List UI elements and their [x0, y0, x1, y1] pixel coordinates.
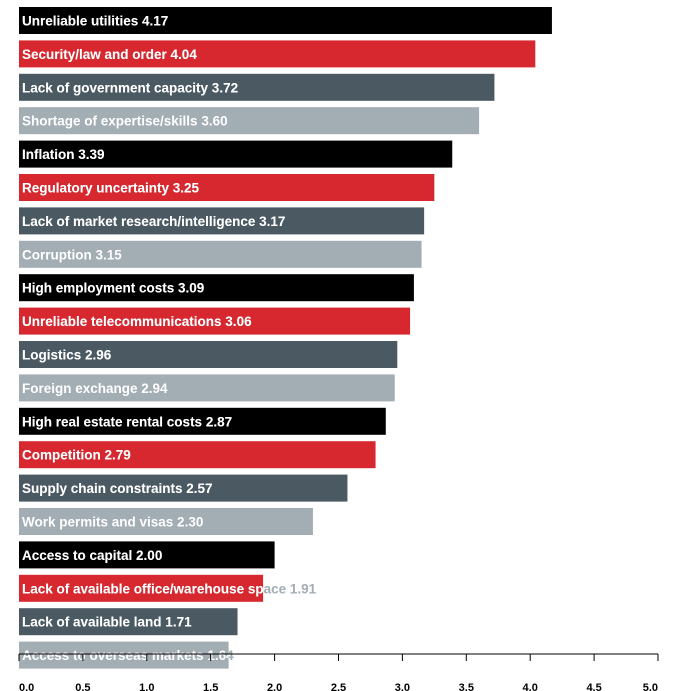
- bar-19: [19, 608, 238, 636]
- bar-11: [19, 341, 398, 368]
- bar-label-10: Unreliable telecommunications 3.06Unreli…: [22, 314, 252, 329]
- bar-label-text: Foreign exchange 2.94: [22, 381, 168, 396]
- bar-label-text: Security/law and order 4.04: [22, 47, 197, 62]
- bar-label-overflow-text: Security/law and order 4.04: [22, 47, 197, 62]
- bar-label-text: Lack of market research/intelligence 3.1…: [22, 214, 285, 229]
- bar-label-overflow-text: Supply chain constraints 2.57: [22, 481, 213, 496]
- bar-label-overflow-text: Inflation 3.39: [22, 147, 105, 162]
- bar-label-text: Competition 2.79: [22, 448, 131, 463]
- bar-17: [19, 541, 275, 569]
- bar-label-overflow-text: Logistics 2.96: [22, 348, 112, 363]
- x-axis: 0.0 0.5 1.0 1.5 2.0 2.5 3.0 3.5 4.0 4.5 5.0: [18, 653, 659, 691]
- bar-label-overflow-text: Access to overseas markets 1.64: [22, 648, 234, 663]
- bar-5: [19, 140, 453, 168]
- bar-label-18: Lack of available office/warehouse space…: [22, 581, 317, 596]
- bar-label-overflow-text: Unreliable telecommunications 3.06: [22, 314, 252, 329]
- bar-label-text: Lack of available office/warehouse space…: [22, 581, 317, 596]
- x-tick-label: 3.5: [459, 682, 474, 691]
- bars-layer: [19, 7, 552, 669]
- bar-label-overflow-text: Shortage of expertise/skills 3.60: [22, 114, 228, 129]
- x-tick-label: 2.5: [331, 682, 346, 691]
- bar-1: [19, 7, 552, 34]
- x-tick-label: 1.5: [203, 682, 218, 691]
- bar-label-overflow-text: Work permits and visas 2.30: [22, 515, 203, 530]
- bar-label-4: Shortage of expertise/skills 3.60Shortag…: [22, 114, 228, 129]
- bar-label-text: Access to capital 2.00: [22, 548, 162, 563]
- bar-label-overflow-text: Lack of government capacity 3.72: [22, 80, 238, 95]
- bar-label-overflow-text: Unreliable utilities 4.17: [22, 14, 168, 29]
- bar-label-text: Regulatory uncertainty 3.25: [22, 181, 200, 196]
- bar-8: [19, 240, 422, 268]
- bar-label-text: Access to overseas markets 1.64: [22, 648, 234, 663]
- x-tick-label: 4.5: [586, 682, 601, 691]
- bar-13: [19, 407, 386, 435]
- bar-label-text: Shortage of expertise/skills 3.60: [22, 114, 228, 129]
- bar-label-overflow-text: Lack of market research/intelligence 3.1…: [22, 214, 285, 229]
- bar-label-text: Corruption 3.15: [22, 247, 122, 262]
- x-tick-label: 0.0: [19, 682, 34, 691]
- x-tick-label: 1.0: [139, 682, 154, 691]
- bar-label-overflow-text: High employment costs 3.09: [22, 281, 204, 296]
- bar-label-overflow-text: Competition 2.79: [22, 448, 131, 463]
- bar-label-text: Unreliable utilities 4.17: [22, 14, 168, 29]
- bar-label-text: Supply chain constraints 2.57: [22, 481, 213, 496]
- bar-label-overflow-text: Lack of available land 1.71: [22, 615, 192, 630]
- bar-10: [19, 307, 411, 335]
- bar-3: [19, 73, 495, 101]
- bar-15: [19, 474, 348, 502]
- bar-label-text: High real estate rental costs 2.87: [22, 414, 232, 429]
- bar-4: [19, 107, 480, 135]
- x-tick-label: 3.0: [395, 682, 410, 691]
- bar-18: [19, 574, 264, 602]
- bar-label-overflow-text: High real estate rental costs 2.87: [22, 414, 232, 429]
- bar-label-overflow-text: Lack of available office/warehouse space…: [22, 581, 317, 596]
- bar-label-text: Work permits and visas 2.30: [22, 515, 203, 530]
- bar-7: [19, 207, 425, 235]
- bar-16: [19, 508, 313, 535]
- bar-label-text: High employment costs 3.09: [22, 281, 204, 296]
- bar-label-overflow-text: Regulatory uncertainty 3.25: [22, 181, 200, 196]
- x-tick-label: 4.0: [523, 682, 538, 691]
- bar-label-overflow-text: Corruption 3.15: [22, 247, 122, 262]
- bar-label-2: Security/law and order 4.04Security/law …: [22, 47, 197, 62]
- x-tick-label: 2.0: [267, 682, 282, 691]
- bar-12: [19, 374, 395, 402]
- bar-14: [19, 441, 376, 469]
- bar-label-text: Unreliable telecommunications 3.06: [22, 314, 252, 329]
- bar-9: [19, 274, 414, 302]
- bar-label-7: Lack of market research/intelligence 3.1…: [22, 214, 285, 229]
- bar-20: [19, 641, 229, 669]
- bar-label-text: Inflation 3.39: [22, 147, 105, 162]
- x-tick-label: 0.5: [75, 682, 90, 691]
- bar-label-text: Lack of available land 1.71: [22, 615, 192, 630]
- bar-label-text: Logistics 2.96: [22, 348, 112, 363]
- x-tick-label: 5.0: [643, 682, 658, 691]
- bar-label-overflow-text: Foreign exchange 2.94: [22, 381, 168, 396]
- bar-label-overflow-text: Access to capital 2.00: [22, 548, 162, 563]
- bar-6: [19, 174, 435, 201]
- bar-label-text: Lack of government capacity 3.72: [22, 80, 238, 95]
- bar-2: [19, 40, 536, 68]
